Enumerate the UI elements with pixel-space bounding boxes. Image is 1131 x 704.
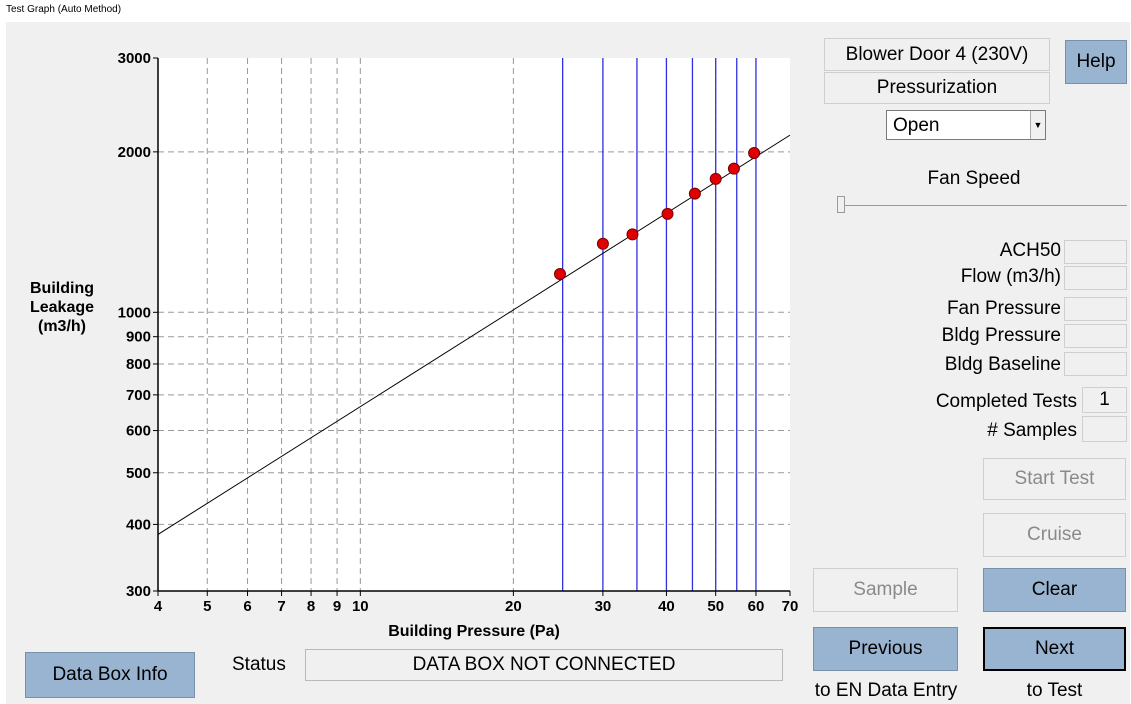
- next-caption: to Test: [1026, 680, 1083, 701]
- bldg-pressure-field: [1064, 324, 1127, 348]
- data-point: [553, 267, 566, 280]
- data-point: [709, 172, 722, 185]
- fan-pressure-field: [1064, 297, 1127, 321]
- completed-tests-field: 1: [1082, 387, 1127, 413]
- sample-button[interactable]: Sample: [813, 568, 958, 612]
- bldg-baseline-label: Bldg Baseline: [944, 354, 1061, 375]
- data-point: [748, 147, 761, 160]
- x-tick-label: 30: [595, 598, 612, 615]
- data-point: [661, 207, 674, 220]
- x-tick-label: 50: [707, 598, 724, 615]
- completed-tests-label: Completed Tests: [935, 391, 1077, 412]
- fan-speed-label: Fan Speed: [927, 168, 1021, 189]
- y-tick-label: 300: [126, 583, 151, 600]
- x-tick-label: 4: [154, 598, 163, 615]
- previous-button[interactable]: Previous: [813, 627, 958, 671]
- x-tick-label: 9: [333, 598, 341, 615]
- samples-label: # Samples: [987, 420, 1077, 441]
- start-test-button[interactable]: Start Test: [983, 458, 1126, 500]
- x-tick-label: 10: [352, 598, 369, 615]
- x-tick-label: 70: [782, 598, 799, 615]
- x-tick-label: 8: [307, 598, 315, 615]
- status-text: DATA BOX NOT CONNECTED: [305, 649, 783, 681]
- y-tick-label: 900: [126, 329, 151, 346]
- y-tick-label: 2000: [118, 144, 151, 161]
- flow-field: [1064, 266, 1127, 290]
- flow-label: Flow (m3/h): [960, 266, 1061, 287]
- data-box-info-button[interactable]: Data Box Info: [25, 652, 195, 698]
- x-tick-label: 6: [243, 598, 251, 615]
- ach50-field: [1064, 240, 1127, 264]
- y-tick-label: 1000: [118, 304, 151, 321]
- bldg-baseline-field: [1064, 352, 1127, 376]
- data-point: [626, 228, 639, 241]
- help-button[interactable]: Help: [1065, 40, 1127, 84]
- chevron-down-icon[interactable]: ▼: [1030, 111, 1045, 139]
- fan-pressure-label: Fan Pressure: [946, 298, 1061, 319]
- status-label: Status: [232, 654, 286, 675]
- x-tick-label: 40: [658, 598, 675, 615]
- plot-area: [158, 58, 790, 591]
- y-tick-label: 800: [126, 356, 151, 373]
- samples-field: [1082, 416, 1127, 442]
- ach50-label: ACH50: [999, 240, 1061, 261]
- y-tick-label: 3000: [118, 50, 151, 67]
- test-mode-box: Pressurization: [824, 72, 1050, 104]
- y-axis-title: Building Leakage (m3/h): [14, 279, 110, 336]
- y-axis-title-text: Building Leakage (m3/h): [29, 280, 95, 335]
- clear-button[interactable]: Clear: [983, 568, 1126, 612]
- window-title: Test Graph (Auto Method): [6, 4, 122, 15]
- x-axis-title: Building Pressure (Pa): [388, 623, 560, 640]
- ring-select-value: Open: [893, 115, 940, 136]
- y-tick-label: 700: [126, 387, 151, 404]
- cruise-button[interactable]: Cruise: [983, 513, 1126, 557]
- data-point: [688, 187, 701, 200]
- x-tick-label: 20: [505, 598, 522, 615]
- data-point: [596, 237, 609, 250]
- y-tick-label: 400: [126, 516, 151, 533]
- device-name-box: Blower Door 4 (230V): [824, 38, 1050, 71]
- fan-speed-slider-track[interactable]: [844, 205, 1127, 206]
- data-point: [727, 162, 740, 175]
- y-tick-label: 500: [126, 465, 151, 482]
- fit-line: [157, 134, 791, 535]
- bldg-pressure-label: Bldg Pressure: [941, 325, 1061, 346]
- y-tick-label: 600: [126, 423, 151, 440]
- x-tick-label: 7: [277, 598, 285, 615]
- fan-speed-slider-thumb[interactable]: [837, 196, 845, 213]
- x-tick-label: 60: [748, 598, 765, 615]
- ring-select[interactable]: Open ▼: [886, 110, 1046, 140]
- x-tick-label: 5: [203, 598, 211, 615]
- previous-caption: to EN Data Entry: [814, 680, 958, 701]
- next-button[interactable]: Next: [983, 627, 1126, 671]
